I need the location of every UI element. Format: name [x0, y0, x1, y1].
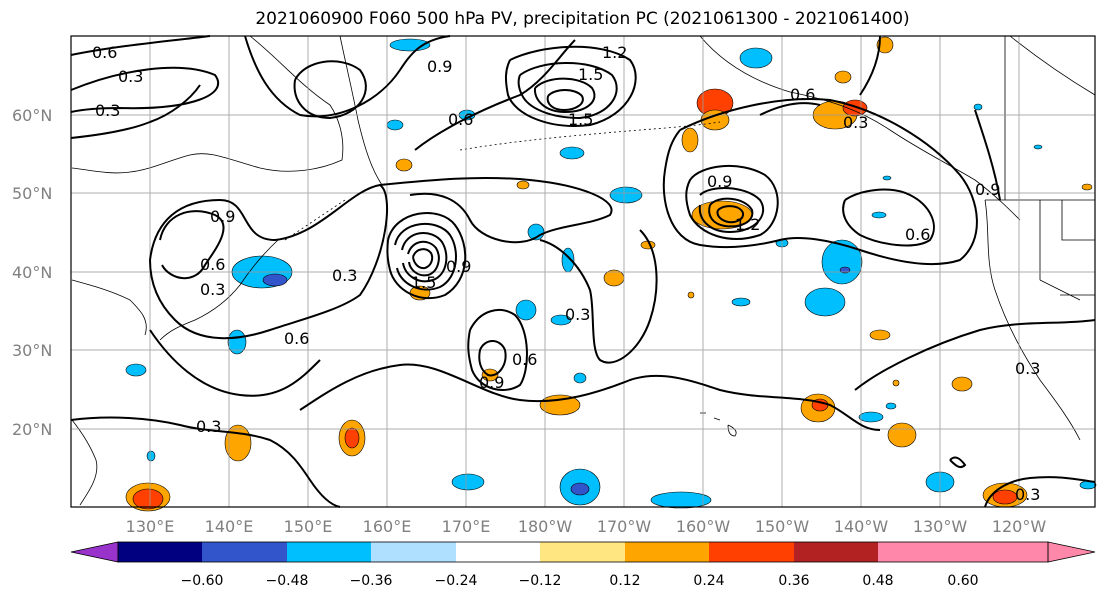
contour-label: 1.2 — [735, 215, 760, 234]
colorbar-tick-label: −0.60 — [181, 573, 224, 589]
colorbar-cell — [794, 542, 878, 562]
contour-label: 0.6 — [284, 329, 309, 348]
contour-label: 0.6 — [448, 110, 473, 129]
lon-label: 170°W — [597, 517, 652, 536]
contour-label: 0.3 — [332, 266, 357, 285]
colorbar-cell — [709, 542, 794, 562]
contour-label: 1.2 — [602, 43, 627, 62]
contour-label: 0.3 — [118, 67, 143, 86]
colorbar-cell — [118, 542, 202, 562]
lon-label: 180°W — [518, 517, 573, 536]
colorbar-tick-label: −0.48 — [266, 573, 309, 589]
contour-label: 0.6 — [200, 255, 225, 274]
contour-label: 0.3 — [1015, 485, 1040, 504]
latitude-labels: 60°N 50°N 40°N 30°N 20°N — [12, 106, 52, 439]
contour-label: 0.9 — [446, 257, 471, 276]
contour-label: 0.6 — [92, 43, 117, 62]
lon-label: 140°E — [205, 517, 254, 536]
colorbar: −0.60 −0.48 −0.36 −0.24 −0.12 0.12 0.24 … — [70, 541, 1096, 589]
pv-contours — [70, 35, 1096, 508]
lat-label: 60°N — [12, 106, 52, 125]
colorbar-cell — [202, 542, 287, 562]
colorbar-extend-min — [70, 541, 119, 563]
lon-label: 160°E — [363, 517, 412, 536]
longitude-labels: 130°E 140°E 150°E 160°E 170°E 180°W 170°… — [126, 517, 1047, 536]
colorbar-tick-label: 0.24 — [693, 573, 724, 589]
lat-label: 30°N — [12, 341, 52, 360]
contour-label: 0.9 — [479, 373, 504, 392]
contour-label: 0.9 — [427, 57, 452, 76]
lat-label: 50°N — [12, 184, 52, 203]
colorbar-cell — [963, 542, 1048, 562]
coastlines — [71, 35, 1096, 506]
colorbar-tick-label: 0.12 — [609, 573, 640, 589]
contour-label: 0.3 — [565, 305, 590, 324]
colorbar-extend-max — [1047, 541, 1096, 563]
colorbar-cell — [540, 542, 625, 562]
contour-label: 0.3 — [200, 280, 225, 299]
lat-label: 20°N — [12, 420, 52, 439]
contour-label: 0.6 — [790, 85, 815, 104]
contour-label: 0.3 — [196, 417, 221, 436]
contour-label: 1.5 — [578, 65, 603, 84]
colorbar-tick-label: −0.24 — [435, 573, 478, 589]
colorbar-tick-label: −0.36 — [350, 573, 393, 589]
contour-label: 0.6 — [905, 225, 930, 244]
colorbar-cell — [625, 542, 709, 562]
contour-label: 0.3 — [95, 101, 120, 120]
lon-label: 130°W — [913, 517, 968, 536]
contour-label: 0.9 — [210, 207, 235, 226]
map-title: 2021060900 F060 500 hPa PV, precipitatio… — [255, 9, 910, 29]
lon-label: 130°E — [126, 517, 175, 536]
colorbar-tick-label: 0.36 — [778, 573, 809, 589]
lon-label: 170°E — [442, 517, 491, 536]
colorbar-frame — [117, 541, 1049, 563]
lat-label: 40°N — [12, 263, 52, 282]
contour-label: 0.6 — [512, 350, 537, 369]
contour-label: 1.5 — [568, 110, 593, 129]
lon-label: 150°E — [284, 517, 333, 536]
colorbar-tick-label: 0.60 — [947, 573, 978, 589]
lon-label: 120°W — [992, 517, 1047, 536]
contour-label: 0.3 — [1015, 359, 1040, 378]
contour-labels: 0.6 0.3 0.3 0.9 1.2 1.5 1.5 0.6 0.9 0.6 … — [92, 43, 1040, 504]
colorbar-cell — [371, 542, 456, 562]
colorbar-cell — [287, 542, 371, 562]
lon-label: 160°W — [676, 517, 731, 536]
colorbar-tick-label: −0.12 — [519, 573, 562, 589]
lon-label: 140°W — [834, 517, 889, 536]
contour-label: 0.9 — [707, 172, 732, 191]
colorbar-cell — [456, 542, 540, 562]
colorbar-cell — [878, 542, 963, 562]
contour-label: 0.3 — [843, 113, 868, 132]
contour-label: 0.9 — [975, 180, 1000, 199]
colorbar-tick-label: 0.48 — [862, 573, 893, 589]
contour-label: 1.5 — [411, 273, 436, 292]
map-frame — [70, 35, 1096, 508]
lon-label: 150°W — [755, 517, 810, 536]
